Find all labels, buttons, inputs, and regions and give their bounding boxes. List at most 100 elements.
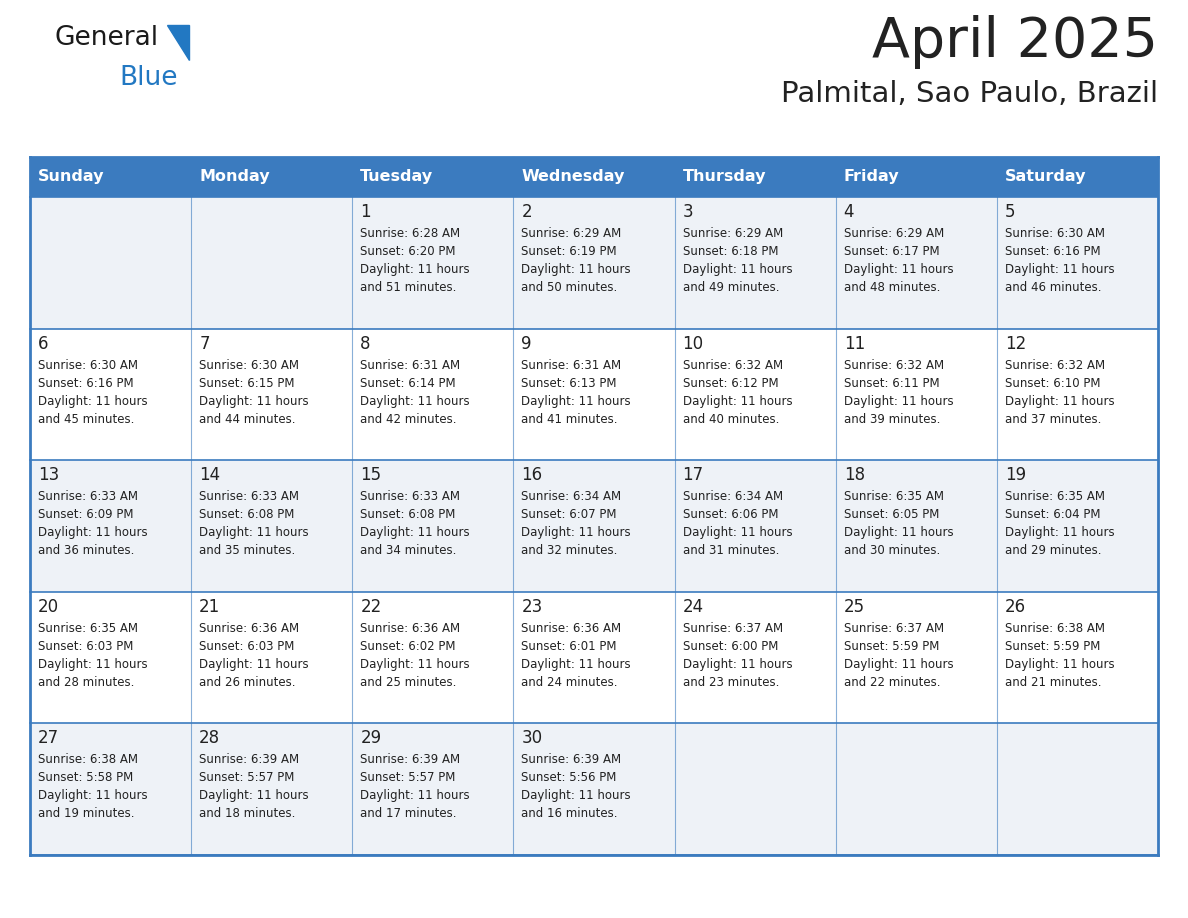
Text: 29: 29 (360, 730, 381, 747)
Text: Daylight: 11 hours: Daylight: 11 hours (683, 658, 792, 671)
Text: Sunset: 6:09 PM: Sunset: 6:09 PM (38, 509, 133, 521)
Text: Sunrise: 6:35 AM: Sunrise: 6:35 AM (843, 490, 943, 503)
Text: and 31 minutes.: and 31 minutes. (683, 544, 779, 557)
Text: Daylight: 11 hours: Daylight: 11 hours (843, 395, 953, 408)
Bar (675, 157, 835, 197)
Text: and 24 minutes.: and 24 minutes. (522, 676, 618, 688)
Text: 1: 1 (360, 203, 371, 221)
Text: and 42 minutes.: and 42 minutes. (360, 412, 456, 426)
Text: and 25 minutes.: and 25 minutes. (360, 676, 456, 688)
Text: 16: 16 (522, 466, 543, 484)
Text: Sunset: 6:04 PM: Sunset: 6:04 PM (1005, 509, 1100, 521)
Text: Sunset: 5:56 PM: Sunset: 5:56 PM (522, 771, 617, 784)
Text: and 40 minutes.: and 40 minutes. (683, 412, 779, 426)
Text: General: General (55, 25, 159, 51)
Text: 21: 21 (200, 598, 221, 616)
Text: Daylight: 11 hours: Daylight: 11 hours (360, 395, 470, 408)
Text: Sunset: 6:08 PM: Sunset: 6:08 PM (200, 509, 295, 521)
Bar (513, 197, 675, 329)
Bar (353, 460, 513, 592)
Bar (997, 592, 1158, 723)
Bar (30, 592, 191, 723)
Text: Sunrise: 6:36 AM: Sunrise: 6:36 AM (200, 621, 299, 635)
Bar (353, 329, 513, 460)
Text: Sunset: 6:11 PM: Sunset: 6:11 PM (843, 376, 940, 389)
Text: 13: 13 (38, 466, 59, 484)
Text: Blue: Blue (119, 65, 177, 91)
Bar (30, 723, 191, 855)
Bar (513, 460, 675, 592)
Bar (191, 723, 353, 855)
Text: 5: 5 (1005, 203, 1016, 221)
Text: and 48 minutes.: and 48 minutes. (843, 281, 940, 294)
Text: and 18 minutes.: and 18 minutes. (200, 808, 296, 821)
Bar (513, 723, 675, 855)
Text: Friday: Friday (843, 170, 899, 185)
Bar (513, 592, 675, 723)
Text: Daylight: 11 hours: Daylight: 11 hours (683, 395, 792, 408)
Text: and 35 minutes.: and 35 minutes. (200, 544, 296, 557)
Text: 19: 19 (1005, 466, 1026, 484)
Text: Tuesday: Tuesday (360, 170, 434, 185)
Text: Sunset: 6:14 PM: Sunset: 6:14 PM (360, 376, 456, 389)
Text: Daylight: 11 hours: Daylight: 11 hours (522, 263, 631, 276)
Text: Sunrise: 6:30 AM: Sunrise: 6:30 AM (1005, 227, 1105, 240)
Text: Sunrise: 6:33 AM: Sunrise: 6:33 AM (360, 490, 460, 503)
Text: Sunrise: 6:29 AM: Sunrise: 6:29 AM (843, 227, 944, 240)
Text: and 26 minutes.: and 26 minutes. (200, 676, 296, 688)
Text: Daylight: 11 hours: Daylight: 11 hours (360, 789, 470, 802)
Text: 9: 9 (522, 334, 532, 353)
Text: Sunrise: 6:32 AM: Sunrise: 6:32 AM (1005, 359, 1105, 372)
Text: Daylight: 11 hours: Daylight: 11 hours (360, 658, 470, 671)
Bar (997, 157, 1158, 197)
Text: 3: 3 (683, 203, 693, 221)
Text: Sunrise: 6:28 AM: Sunrise: 6:28 AM (360, 227, 461, 240)
Text: and 37 minutes.: and 37 minutes. (1005, 412, 1101, 426)
Text: and 41 minutes.: and 41 minutes. (522, 412, 618, 426)
Bar (835, 197, 997, 329)
Text: Sunday: Sunday (38, 170, 105, 185)
Bar (835, 592, 997, 723)
Text: Sunset: 6:10 PM: Sunset: 6:10 PM (1005, 376, 1100, 389)
Text: Sunset: 6:02 PM: Sunset: 6:02 PM (360, 640, 456, 653)
Bar (353, 197, 513, 329)
Text: Daylight: 11 hours: Daylight: 11 hours (683, 263, 792, 276)
Bar (353, 723, 513, 855)
Text: Sunrise: 6:33 AM: Sunrise: 6:33 AM (38, 490, 138, 503)
Text: 20: 20 (38, 598, 59, 616)
Text: Sunrise: 6:38 AM: Sunrise: 6:38 AM (38, 754, 138, 767)
Bar (191, 460, 353, 592)
Text: Sunrise: 6:34 AM: Sunrise: 6:34 AM (683, 490, 783, 503)
Text: and 51 minutes.: and 51 minutes. (360, 281, 456, 294)
Text: Sunset: 6:18 PM: Sunset: 6:18 PM (683, 245, 778, 258)
Text: Sunrise: 6:35 AM: Sunrise: 6:35 AM (38, 621, 138, 635)
Text: 6: 6 (38, 334, 49, 353)
Text: 27: 27 (38, 730, 59, 747)
Bar (191, 592, 353, 723)
Text: Sunrise: 6:39 AM: Sunrise: 6:39 AM (522, 754, 621, 767)
Text: and 34 minutes.: and 34 minutes. (360, 544, 456, 557)
Text: Daylight: 11 hours: Daylight: 11 hours (200, 789, 309, 802)
Text: Sunset: 6:12 PM: Sunset: 6:12 PM (683, 376, 778, 389)
Text: Daylight: 11 hours: Daylight: 11 hours (38, 395, 147, 408)
Text: Sunset: 6:19 PM: Sunset: 6:19 PM (522, 245, 617, 258)
Text: 23: 23 (522, 598, 543, 616)
Text: 26: 26 (1005, 598, 1026, 616)
Text: Sunset: 6:16 PM: Sunset: 6:16 PM (1005, 245, 1100, 258)
Text: Sunrise: 6:39 AM: Sunrise: 6:39 AM (360, 754, 461, 767)
Bar (675, 460, 835, 592)
Text: Daylight: 11 hours: Daylight: 11 hours (360, 526, 470, 539)
Text: and 22 minutes.: and 22 minutes. (843, 676, 940, 688)
Text: and 46 minutes.: and 46 minutes. (1005, 281, 1101, 294)
Bar (997, 329, 1158, 460)
Text: April 2025: April 2025 (872, 15, 1158, 69)
Text: 30: 30 (522, 730, 543, 747)
Text: Daylight: 11 hours: Daylight: 11 hours (1005, 263, 1114, 276)
Bar (353, 592, 513, 723)
Text: Wednesday: Wednesday (522, 170, 625, 185)
Text: Sunset: 6:07 PM: Sunset: 6:07 PM (522, 509, 617, 521)
Text: Sunrise: 6:37 AM: Sunrise: 6:37 AM (843, 621, 943, 635)
Text: 22: 22 (360, 598, 381, 616)
Text: 28: 28 (200, 730, 220, 747)
Text: Sunrise: 6:29 AM: Sunrise: 6:29 AM (522, 227, 621, 240)
